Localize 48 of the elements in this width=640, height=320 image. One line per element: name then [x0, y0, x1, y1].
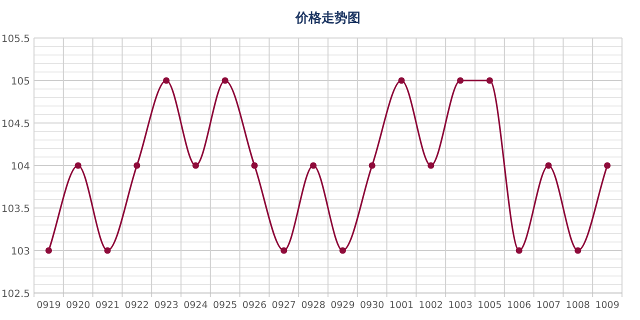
point — [574, 247, 582, 254]
x-tick-label: 1002 — [418, 300, 443, 311]
y-tick-label: 103.5 — [1, 204, 30, 215]
y-tick-label: 104.5 — [1, 119, 30, 130]
point — [134, 162, 140, 169]
x-tick-label: 1006 — [507, 300, 532, 311]
y-tick-label: 104 — [10, 162, 30, 172]
point — [545, 162, 552, 169]
point — [604, 162, 611, 169]
point — [368, 162, 376, 169]
x-tick-label: 0923 — [154, 300, 178, 311]
x-tick-label: 1003 — [448, 300, 472, 311]
x-tick-label: 0924 — [184, 300, 208, 311]
point — [163, 77, 170, 84]
point — [428, 162, 434, 169]
point — [222, 77, 228, 84]
x-tick-label: 0926 — [242, 300, 267, 311]
y-tick-label: 105 — [10, 76, 30, 88]
point — [457, 77, 464, 84]
point — [516, 247, 522, 254]
x-tick-label: 0928 — [301, 300, 326, 311]
point — [45, 247, 52, 254]
x-tick-label: 0922 — [124, 300, 149, 311]
y-tick-label: 105.5 — [1, 34, 30, 45]
x-tick-label: 1009 — [595, 300, 620, 311]
point — [339, 247, 346, 254]
point — [74, 162, 82, 169]
x-tick-label: 0925 — [213, 300, 238, 311]
point — [192, 162, 199, 169]
x-tick-label: 0921 — [95, 300, 120, 311]
x-tick-label: 0929 — [330, 300, 355, 311]
x-tick-label: 1008 — [566, 300, 590, 311]
x-tick-label: 1001 — [389, 300, 414, 311]
x-tick-label: 1007 — [536, 300, 561, 311]
x-tick-label: 0919 — [36, 300, 61, 311]
chart-title: 价格走势图 — [294, 10, 360, 26]
point — [310, 162, 317, 169]
x-tick-label: 1005 — [478, 300, 502, 311]
y-tick-label: 103 — [10, 246, 30, 258]
point — [251, 162, 258, 169]
y-tick-label: 102.5 — [1, 289, 30, 300]
x-tick-label: 0920 — [66, 300, 90, 311]
point — [486, 77, 493, 84]
point — [398, 77, 405, 84]
x-tick-label: 0930 — [360, 300, 384, 311]
x-tick-label: 0927 — [272, 300, 296, 311]
point — [280, 247, 288, 254]
point — [104, 247, 111, 254]
